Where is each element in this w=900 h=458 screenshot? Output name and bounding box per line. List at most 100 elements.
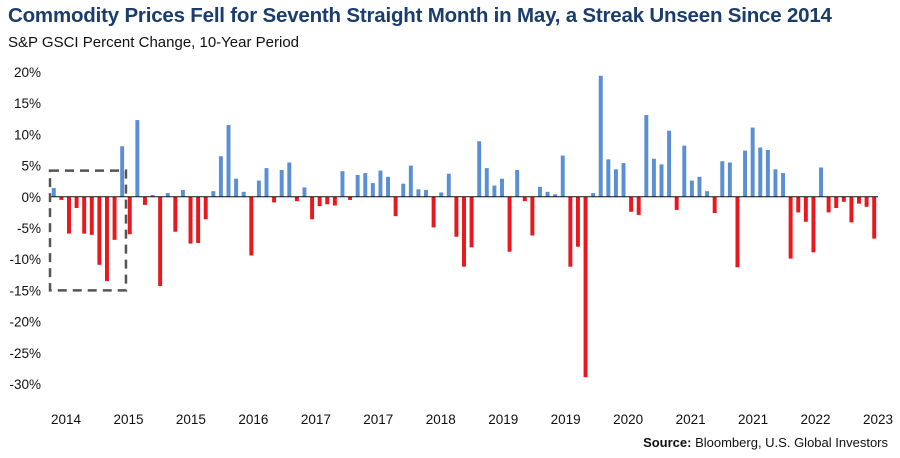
bar xyxy=(51,188,56,197)
bar xyxy=(636,196,641,215)
bar xyxy=(735,196,740,268)
bar xyxy=(249,196,254,256)
bar xyxy=(105,196,109,282)
bar xyxy=(522,196,527,202)
bar xyxy=(644,115,649,197)
bar xyxy=(857,196,861,204)
x-tick-label: 2021 xyxy=(738,412,768,427)
bar xyxy=(211,191,216,197)
bar xyxy=(180,189,185,197)
bar xyxy=(765,150,770,197)
bar xyxy=(689,180,694,197)
bar xyxy=(667,130,672,197)
bar xyxy=(234,178,239,197)
source-note: Source: Bloomberg, U.S. Global Investors xyxy=(643,435,888,450)
chart-subtitle: S&P GSCI Percent Change, 10-Year Period xyxy=(8,34,300,51)
bar xyxy=(705,191,710,197)
x-tick-label: 2017 xyxy=(301,412,331,427)
x-tick-label: 2019 xyxy=(488,412,518,427)
bar xyxy=(788,196,793,259)
bar xyxy=(492,185,497,197)
bar xyxy=(196,196,201,243)
x-tick-label: 2016 xyxy=(238,412,268,427)
y-tick-label: -15% xyxy=(9,283,41,298)
bar xyxy=(203,196,208,220)
bar xyxy=(424,189,428,197)
bar xyxy=(363,173,368,197)
y-tick-label: 0% xyxy=(21,190,41,205)
bar xyxy=(629,196,634,212)
bar xyxy=(158,196,163,287)
y-tick-label: 5% xyxy=(21,159,41,174)
bar xyxy=(781,173,786,197)
bar xyxy=(712,196,717,214)
bar xyxy=(477,141,482,197)
bar xyxy=(150,194,155,197)
x-axis-tick-labels: 2014 2015 2015 2016 2017 2017 2018 2019 2019 2020… xyxy=(51,412,893,427)
bar xyxy=(386,176,391,197)
bar-series xyxy=(51,75,877,378)
source-label: Source: xyxy=(643,435,692,450)
bar xyxy=(659,164,664,197)
bar xyxy=(67,196,71,234)
bar xyxy=(500,178,504,197)
y-axis-tick-labels: 20% 15% 10% 5% 0% -5% -10% -15% -20% -25% -30% xyxy=(9,65,41,392)
chart-title: Commodity Prices Fell for Seventh Straig… xyxy=(8,4,832,27)
bar xyxy=(568,196,573,267)
bar xyxy=(446,173,451,197)
bar xyxy=(575,196,580,247)
x-tick-label: 2015 xyxy=(113,412,143,427)
bar xyxy=(332,196,337,206)
y-tick-label: -20% xyxy=(9,315,41,330)
bar xyxy=(545,191,550,197)
bar xyxy=(142,196,147,205)
x-tick-label: 2015 xyxy=(176,412,206,427)
bar xyxy=(720,161,725,197)
bar xyxy=(811,196,816,253)
bar xyxy=(454,196,459,237)
bar xyxy=(120,146,125,197)
bar xyxy=(537,186,542,197)
x-tick-label: 2019 xyxy=(551,412,581,427)
bar xyxy=(773,169,778,197)
bar xyxy=(484,168,489,197)
bar xyxy=(530,196,535,236)
bar xyxy=(439,192,444,197)
bar xyxy=(591,193,596,197)
x-tick-label: 2020 xyxy=(613,412,643,427)
bar xyxy=(112,196,117,240)
x-tick-label: 2023 xyxy=(863,412,893,427)
y-tick-label: 10% xyxy=(14,127,41,142)
bar xyxy=(606,159,611,197)
bar xyxy=(89,196,94,235)
x-tick-label: 2021 xyxy=(676,412,706,427)
bar xyxy=(864,196,869,207)
bar xyxy=(416,189,421,197)
bar xyxy=(302,187,307,197)
bar xyxy=(188,196,193,244)
bar xyxy=(651,158,656,197)
bar xyxy=(218,156,223,197)
highlight-box xyxy=(48,169,128,292)
bar xyxy=(173,196,178,232)
bar xyxy=(796,196,801,213)
bar xyxy=(826,196,831,213)
bar xyxy=(378,170,383,197)
bar xyxy=(135,120,140,197)
x-tick-label: 2017 xyxy=(363,412,393,427)
bar xyxy=(507,196,512,252)
bar xyxy=(613,169,618,197)
x-tick-label: 2022 xyxy=(801,412,831,427)
bar xyxy=(697,176,702,197)
bar xyxy=(431,196,436,228)
bar xyxy=(241,191,246,197)
bar xyxy=(872,196,877,239)
bar xyxy=(750,127,755,197)
bar xyxy=(598,75,603,197)
bar xyxy=(393,196,398,217)
y-tick-label: -5% xyxy=(17,221,41,236)
bar xyxy=(310,196,315,220)
bar xyxy=(165,193,170,197)
bar xyxy=(355,174,360,197)
bar xyxy=(819,167,823,197)
